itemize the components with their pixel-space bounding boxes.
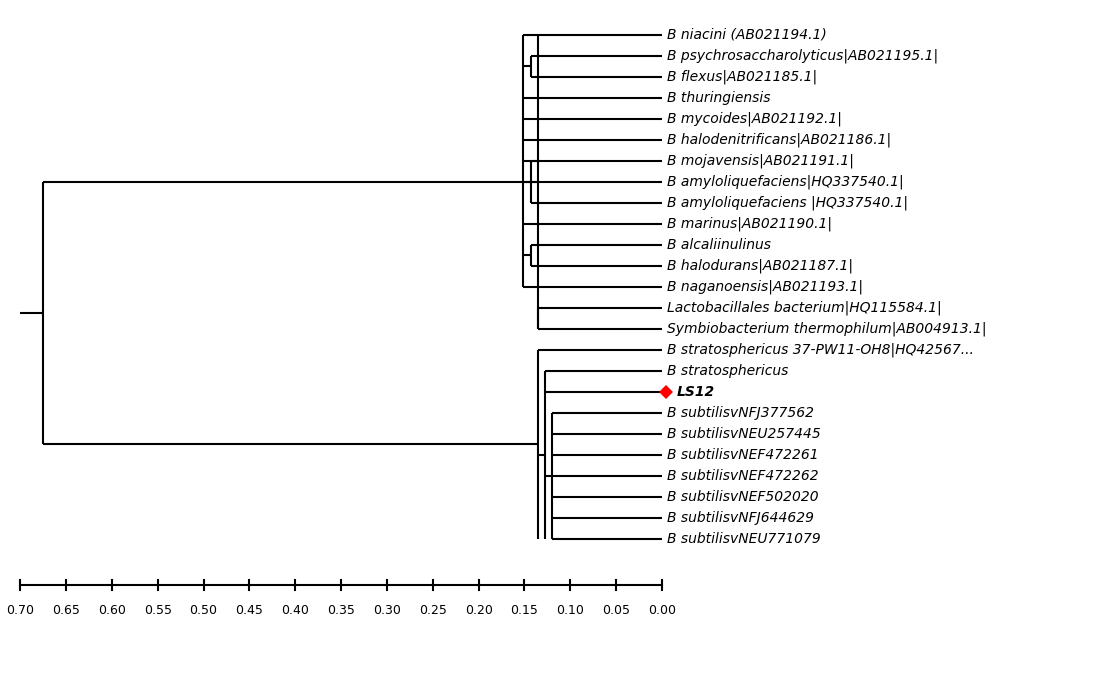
Text: B halodenitrificans|AB021186.1|: B halodenitrificans|AB021186.1| (666, 133, 890, 147)
Text: B marinus|AB021190.1|: B marinus|AB021190.1| (666, 216, 832, 231)
Text: 0.35: 0.35 (328, 604, 355, 617)
Text: B subtilisvNEU771079: B subtilisvNEU771079 (666, 532, 821, 546)
Text: B mojavensis|AB021191.1|: B mojavensis|AB021191.1| (666, 154, 854, 168)
Text: 0.00: 0.00 (647, 604, 676, 617)
Text: B subtilisvNEF472262: B subtilisvNEF472262 (666, 469, 818, 483)
Text: B halodurans|AB021187.1|: B halodurans|AB021187.1| (666, 259, 853, 274)
Text: 0.60: 0.60 (98, 604, 126, 617)
Text: 0.30: 0.30 (373, 604, 400, 617)
Text: B amyloliquefaciens |HQ337540.1|: B amyloliquefaciens |HQ337540.1| (666, 196, 908, 210)
Text: 0.05: 0.05 (602, 604, 630, 617)
Text: 0.10: 0.10 (556, 604, 585, 617)
Text: B subtilisvNEF472261: B subtilisvNEF472261 (666, 448, 818, 462)
Text: 0.20: 0.20 (464, 604, 493, 617)
Text: LS12: LS12 (676, 385, 715, 399)
Text: Symbiobacterium thermophilum|AB004913.1|: Symbiobacterium thermophilum|AB004913.1| (666, 322, 986, 336)
Text: 0.40: 0.40 (281, 604, 309, 617)
Text: B flexus|AB021185.1|: B flexus|AB021185.1| (666, 70, 816, 84)
Text: B stratosphericus: B stratosphericus (666, 364, 788, 378)
Text: B subtilisvNEU257445: B subtilisvNEU257445 (666, 427, 821, 441)
Text: B stratosphericus 37-PW11-OH8|HQ42567...: B stratosphericus 37-PW11-OH8|HQ42567... (666, 342, 974, 357)
Text: B thuringiensis: B thuringiensis (666, 91, 770, 105)
Text: 0.50: 0.50 (190, 604, 217, 617)
Text: 0.65: 0.65 (52, 604, 81, 617)
Text: 0.70: 0.70 (7, 604, 34, 617)
Text: B subtilisvNEF502020: B subtilisvNEF502020 (666, 490, 818, 504)
Text: 0.45: 0.45 (235, 604, 264, 617)
Text: B mycoides|AB021192.1|: B mycoides|AB021192.1| (666, 111, 842, 126)
Text: B psychrosaccharolyticus|AB021195.1|: B psychrosaccharolyticus|AB021195.1| (666, 49, 938, 63)
Text: B alcaliinulinus: B alcaliinulinus (666, 238, 771, 252)
Text: 0.25: 0.25 (419, 604, 447, 617)
Text: B subtilisvNFJ644629: B subtilisvNFJ644629 (666, 511, 814, 525)
Text: Lactobacillales bacterium|HQ115584.1|: Lactobacillales bacterium|HQ115584.1| (666, 301, 941, 315)
Text: B amyloliquefaciens|HQ337540.1|: B amyloliquefaciens|HQ337540.1| (666, 175, 903, 189)
Text: 0.15: 0.15 (511, 604, 538, 617)
Text: B naganoensis|AB021193.1|: B naganoensis|AB021193.1| (666, 280, 863, 294)
Text: B niacini (AB021194.1): B niacini (AB021194.1) (666, 28, 826, 42)
Text: 0.55: 0.55 (143, 604, 172, 617)
Text: B subtilisvNFJ377562: B subtilisvNFJ377562 (666, 406, 814, 420)
